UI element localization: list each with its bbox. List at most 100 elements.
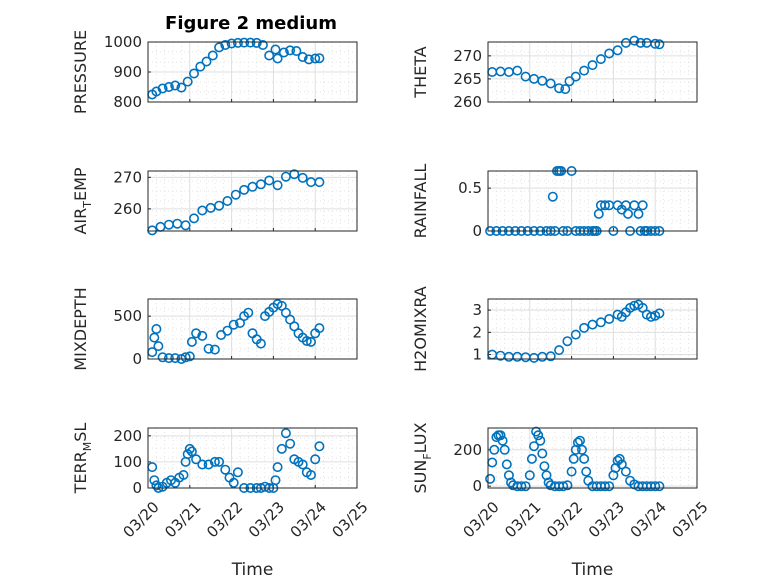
data-point: [564, 76, 575, 87]
y-tick-label: 500: [113, 307, 142, 325]
data-point: [512, 65, 523, 76]
data-point: [303, 54, 314, 65]
data-point: [595, 317, 606, 328]
data-point: [614, 453, 625, 464]
data-point: [149, 475, 160, 486]
y-tick-label: 800: [113, 93, 142, 111]
x-tick-label: 03/21: [161, 498, 204, 541]
data-point: [310, 53, 321, 64]
subplot-2: 260 265 270 THETA: [411, 35, 698, 111]
data-point: [251, 37, 262, 48]
data-point: [191, 328, 202, 339]
data-point: [485, 473, 496, 484]
data-point: [579, 453, 590, 464]
data-point: [264, 175, 275, 186]
y-tick-label: 0: [132, 350, 142, 368]
data-point: [220, 39, 231, 50]
data-point: [637, 200, 648, 211]
x-tick-label: 03/23: [585, 498, 628, 541]
y-tick-label: 1: [472, 346, 482, 364]
x-axis-label: Time: [231, 560, 274, 580]
data-point: [604, 48, 615, 59]
y-tick-label: 200: [453, 441, 482, 459]
x-tick-label: 03/21: [501, 498, 544, 541]
data-point: [264, 50, 275, 61]
data-point: [566, 466, 577, 477]
data-point: [654, 481, 665, 492]
data-point: [635, 37, 646, 48]
data-point: [612, 45, 623, 56]
data-point: [226, 38, 237, 49]
data-point: [572, 437, 583, 448]
data-point: [201, 56, 212, 67]
subplot-4: 0 0.5 RAINFALL: [411, 164, 698, 240]
subplot-5: 0 500 MIXDEPTH: [71, 287, 358, 371]
data-point: [528, 441, 539, 452]
data-point: [305, 469, 316, 480]
data-point: [178, 469, 189, 480]
data-point: [209, 344, 220, 355]
data-point: [547, 191, 558, 202]
x-axis-label: Time: [571, 560, 614, 580]
data-point: [533, 430, 544, 441]
data-point: [151, 480, 162, 491]
data-point: [180, 352, 191, 363]
data-point: [230, 189, 241, 200]
subplot-7: 0 100 200 TERRMSL 03/2003/2103/2203/2303/240…: [71, 423, 372, 580]
data-point: [180, 220, 191, 231]
data-point: [499, 444, 510, 455]
data-point: [599, 200, 610, 211]
axes-box: [487, 298, 698, 360]
y-tick-label: 270: [453, 47, 482, 65]
y-tick-label: 100: [113, 453, 142, 471]
data-point: [245, 37, 256, 48]
y-tick-label: 260: [453, 93, 482, 111]
data-point: [222, 196, 233, 207]
y-tick-label: 260: [113, 200, 142, 218]
y-axis-label: RAINFALL: [411, 164, 430, 239]
data-point: [222, 325, 233, 336]
data-point: [186, 336, 197, 347]
data-point: [278, 47, 289, 58]
data-point: [176, 82, 187, 93]
axes-box: [147, 170, 358, 232]
data-point: [153, 341, 164, 352]
data-point: [629, 35, 640, 46]
data-point: [197, 330, 208, 341]
data-point: [272, 462, 283, 473]
data-point: [285, 438, 296, 449]
data-point: [520, 481, 531, 492]
data-point: [207, 50, 218, 61]
y-tick-label: 3: [472, 301, 482, 319]
y-tick-label: 0: [472, 477, 482, 495]
data-point: [214, 42, 225, 53]
data-point: [537, 448, 548, 459]
data-point: [184, 351, 195, 362]
x-tick-label: 03/20: [459, 498, 502, 541]
data-point: [562, 480, 573, 491]
axes-box: [487, 427, 698, 489]
data-point: [228, 319, 239, 330]
data-point: [576, 444, 587, 455]
data-point: [654, 308, 665, 319]
data-point: [228, 477, 239, 488]
data-point: [191, 454, 202, 465]
data-point: [189, 68, 200, 79]
data-point: [314, 177, 325, 188]
axes-box: [147, 427, 358, 489]
data-point: [272, 53, 283, 64]
data-point: [497, 435, 508, 446]
data-point: [232, 37, 243, 48]
data-point: [297, 172, 308, 183]
y-tick-label: 0: [472, 222, 482, 240]
data-point: [170, 80, 181, 91]
data-point: [620, 466, 631, 477]
data-point: [560, 84, 571, 95]
x-tick-label: 03/20: [119, 498, 162, 541]
data-point: [310, 454, 321, 465]
data-point: [581, 466, 592, 477]
subplot-6: 1 2 3 H2OMIXRA: [411, 286, 698, 372]
data-point: [539, 461, 550, 472]
data-point: [654, 39, 665, 50]
data-point: [650, 38, 661, 49]
